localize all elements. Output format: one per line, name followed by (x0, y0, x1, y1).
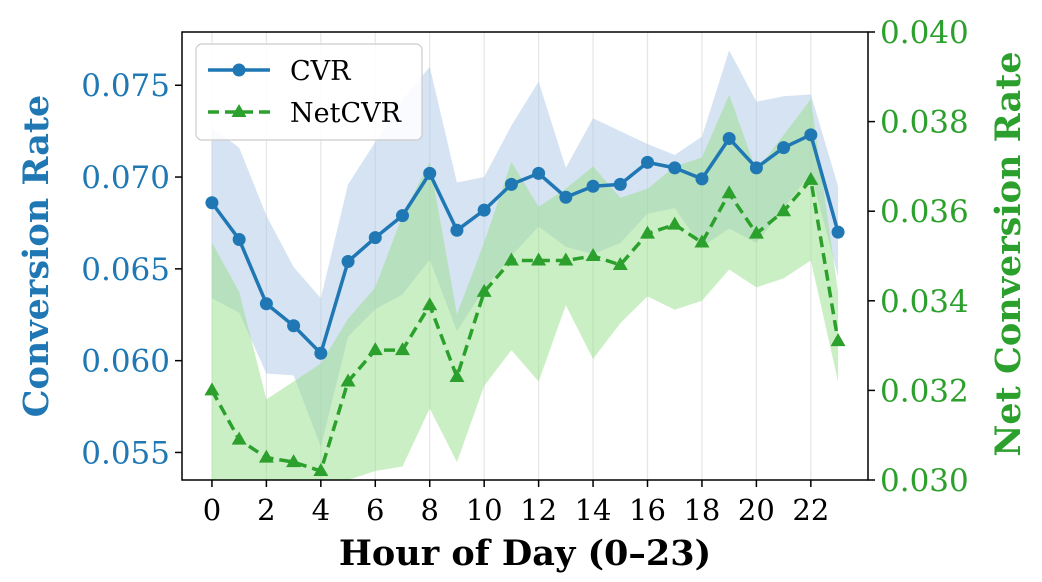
netcvr-point-14 (585, 248, 601, 261)
y-tick-label-4: 0.075 (81, 68, 170, 104)
netcvr-point-0 (204, 382, 220, 396)
netcvr-point-10 (476, 283, 492, 297)
cvr-point-10 (477, 203, 491, 217)
cvr-point-15 (613, 177, 627, 191)
x-tick-label-16: 16 (629, 493, 666, 527)
y2-tick-label-1: 0.032 (880, 373, 969, 409)
netcvr-point-15 (612, 256, 628, 270)
series-markers (204, 128, 846, 477)
y-tick-label-2: 0.065 (81, 252, 170, 288)
cvr-confidence-band (211, 50, 839, 447)
cvr-point-9 (450, 223, 464, 237)
netcvr-point-1 (231, 431, 247, 445)
netcvr-point-20 (748, 225, 764, 239)
x-axis-label: Hour of Day (0–23) (339, 533, 711, 574)
legend-netcvr-label: NetCVR (290, 98, 402, 129)
cvr-point-23 (831, 225, 845, 239)
legend-box (195, 43, 423, 141)
x-tick-label-2: 2 (257, 493, 275, 527)
netcvr-point-5 (340, 373, 356, 387)
x-tick-label-12: 12 (520, 493, 557, 527)
cvr-point-0 (205, 196, 219, 210)
y2-tick-label-3: 0.036 (880, 194, 969, 230)
netcvr-point-8 (422, 297, 438, 311)
cvr-point-12 (532, 166, 546, 180)
netcvr-point-4 (313, 463, 329, 477)
netcvr-point-12 (531, 252, 547, 266)
y2-tick-label-2: 0.034 (880, 284, 969, 320)
y2-tick-label-5: 0.040 (880, 15, 969, 51)
legend-cvr-marker (232, 63, 246, 77)
cvr-point-5 (341, 255, 355, 269)
x-tick-label-4: 4 (312, 493, 330, 527)
x-tick-label-22: 22 (792, 493, 829, 527)
cvr-point-16 (641, 155, 654, 169)
netcvr-line (210, 178, 840, 473)
plot-frame (181, 31, 869, 481)
netcvr-confidence-band (211, 94, 839, 480)
y-tick-label-3: 0.070 (81, 160, 170, 196)
netcvr-point-9 (449, 368, 465, 382)
x-tick-label-6: 6 (366, 493, 384, 527)
y2-tick-label-4: 0.038 (880, 105, 969, 141)
cvr-point-14 (586, 179, 600, 193)
y2-axis-label: Net Conversion Rate (988, 51, 1029, 456)
cvr-point-13 (559, 190, 573, 204)
y-tick-label-0: 0.055 (81, 435, 170, 471)
netcvr-point-21 (776, 203, 792, 217)
cvr-point-18 (695, 172, 709, 186)
x-tick-label-0: 0 (203, 493, 221, 527)
cvr-point-4 (314, 346, 328, 360)
cvr-point-7 (396, 209, 409, 223)
axis-ticks: 0 2 4 6 8 10 12 14 16 18 20 22 0.055 0.060 0.065 0.070 0… (81, 15, 969, 527)
cvr-point-2 (259, 297, 273, 311)
netcvr-point-17 (667, 216, 683, 230)
netcvr-point-6 (367, 342, 383, 356)
cvr-point-22 (804, 128, 818, 142)
legend-cvr-label: CVR (290, 56, 351, 87)
x-tick-label-20: 20 (738, 493, 775, 527)
cvr-point-20 (749, 161, 763, 175)
netcvr-point-2 (258, 449, 274, 463)
netcvr-point-16 (640, 225, 655, 239)
netcvr-point-23 (830, 333, 846, 347)
x-tick-label-18: 18 (683, 493, 720, 527)
netcvr-point-19 (721, 185, 737, 199)
cvr-point-19 (722, 131, 736, 145)
y-axis-label: Conversion Rate (16, 95, 57, 418)
legend: CVR NetCVR (195, 43, 423, 141)
legend-netcvr-marker (231, 104, 247, 117)
cvr-point-17 (668, 161, 682, 175)
y-tick-label-1: 0.060 (81, 344, 170, 380)
cvr-point-11 (504, 177, 518, 191)
confidence-bands (211, 50, 839, 480)
netcvr-point-18 (694, 234, 710, 248)
cvr-point-21 (777, 141, 791, 155)
y2-tick-label-0: 0.030 (880, 463, 969, 499)
netcvr-point-7 (395, 342, 410, 356)
netcvr-point-11 (503, 252, 519, 266)
netcvr-point-3 (286, 454, 302, 468)
netcvr-point-13 (558, 252, 574, 266)
netcvr-point-22 (803, 171, 819, 185)
cvr-point-3 (287, 319, 301, 333)
cvr-point-8 (423, 166, 437, 180)
x-tick-label-14: 14 (575, 493, 612, 527)
x-tick-label-10: 10 (466, 493, 503, 527)
cvr-point-6 (368, 231, 382, 245)
x-tick-label-8: 8 (420, 493, 438, 527)
cvr-point-1 (232, 232, 246, 246)
